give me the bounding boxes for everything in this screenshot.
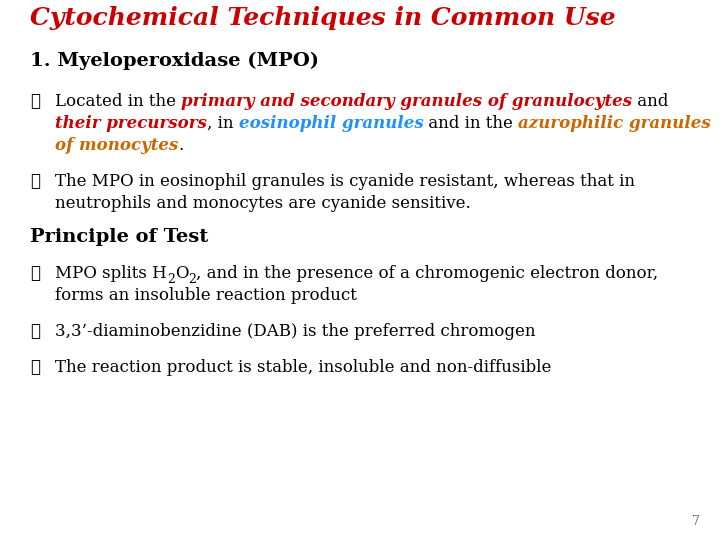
Text: 1. Myeloperoxidase (MPO): 1. Myeloperoxidase (MPO) [30, 52, 319, 70]
Text: The reaction product is stable, insoluble and non-diffusible: The reaction product is stable, insolubl… [55, 359, 552, 376]
Text: ❑: ❑ [30, 359, 40, 376]
Text: Principle of Test: Principle of Test [30, 228, 208, 246]
Text: 7: 7 [692, 515, 700, 528]
Text: 3,3’-diaminobenzidine (DAB) is the preferred chromogen: 3,3’-diaminobenzidine (DAB) is the prefe… [55, 323, 536, 340]
Text: neutrophils and monocytes are cyanide sensitive.: neutrophils and monocytes are cyanide se… [55, 195, 471, 212]
Text: and: and [632, 93, 669, 110]
Text: ❑: ❑ [30, 323, 40, 340]
Text: O: O [175, 265, 188, 282]
Text: MPO splits H: MPO splits H [55, 265, 167, 282]
Text: Located in the: Located in the [55, 93, 181, 110]
Text: and in the: and in the [423, 115, 518, 132]
Text: , in: , in [207, 115, 238, 132]
Text: forms an insoluble reaction product: forms an insoluble reaction product [55, 287, 357, 304]
Text: , and in the presence of a chromogenic electron donor,: , and in the presence of a chromogenic e… [196, 265, 658, 282]
Text: their precursors: their precursors [55, 115, 207, 132]
Text: ❑: ❑ [30, 265, 40, 282]
Text: Cytochemical Techniques in Common Use: Cytochemical Techniques in Common Use [30, 6, 616, 30]
Text: of monocytes: of monocytes [55, 137, 179, 154]
Text: The MPO in eosinophil granules is cyanide resistant, whereas that in: The MPO in eosinophil granules is cyanid… [55, 173, 635, 190]
Text: 2: 2 [188, 273, 196, 286]
Text: ❑: ❑ [30, 93, 40, 110]
Text: .: . [179, 137, 184, 154]
Text: azurophilic granules: azurophilic granules [518, 115, 711, 132]
Text: ❑: ❑ [30, 173, 40, 190]
Text: eosinophil granules: eosinophil granules [238, 115, 423, 132]
Text: 2: 2 [167, 273, 175, 286]
Text: primary and secondary granules of granulocytes: primary and secondary granules of granul… [181, 93, 632, 110]
